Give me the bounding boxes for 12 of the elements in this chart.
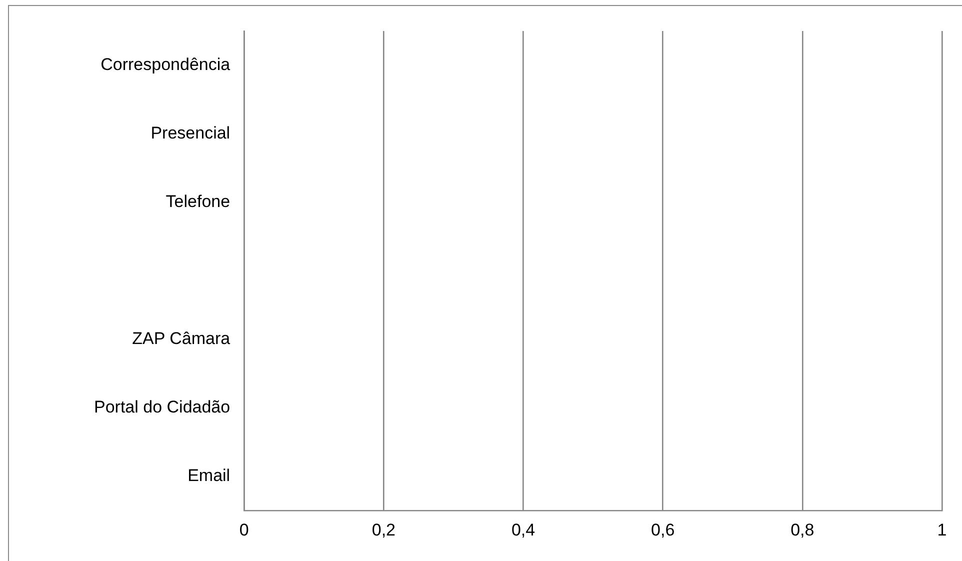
x-tick-label: 0,6 [651, 520, 675, 540]
x-tick-label: 0,4 [511, 520, 536, 540]
y-tick-label: ZAP Câmara [132, 329, 231, 348]
y-tick-label: Correspondência [100, 54, 231, 74]
y-tick-label: Telefone [166, 192, 230, 211]
x-tick-label: 0,8 [790, 520, 814, 540]
y-tick-label: Presencial [150, 123, 230, 142]
y-tick-label: Portal do Cidadão [94, 398, 230, 417]
x-tick-label: 1 [937, 520, 947, 540]
x-tick-label: 0 [239, 520, 249, 540]
x-tick-label: 0,2 [372, 520, 396, 540]
y-tick-label: Email [188, 466, 230, 486]
